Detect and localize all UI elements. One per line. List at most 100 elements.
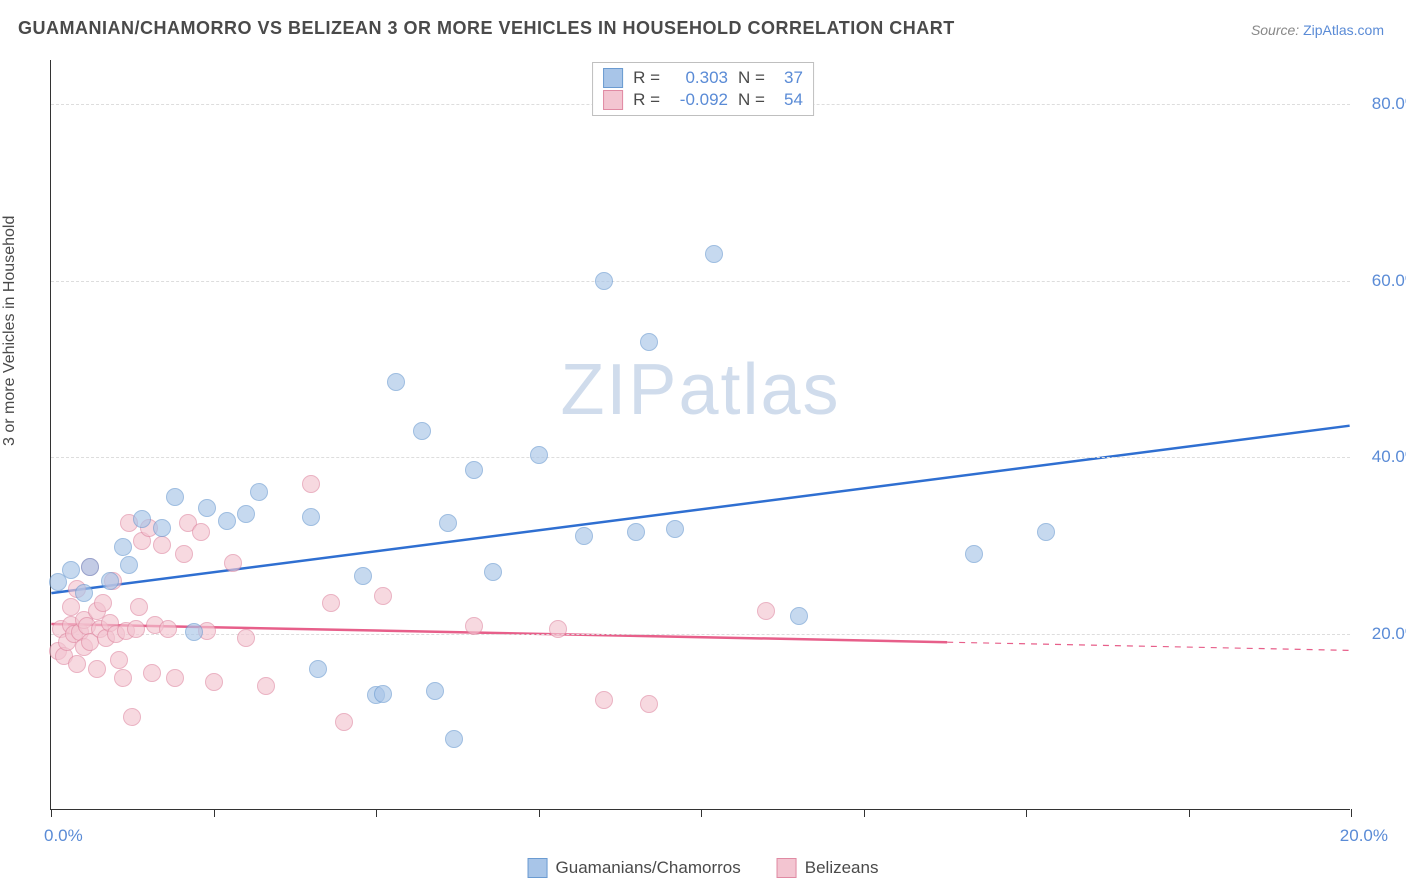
r-value-series-0: 0.303 bbox=[670, 68, 728, 88]
data-point bbox=[166, 669, 184, 687]
x-axis-max-label: 20.0% bbox=[1340, 826, 1388, 846]
data-point bbox=[1037, 523, 1055, 541]
trend-lines bbox=[51, 60, 1350, 809]
plot-area: ZIPatlas 20.0%40.0%60.0%80.0% bbox=[50, 60, 1350, 810]
r-label: R = bbox=[633, 68, 660, 88]
n-label: N = bbox=[738, 90, 765, 110]
data-point bbox=[374, 685, 392, 703]
data-point bbox=[62, 561, 80, 579]
x-tick bbox=[701, 809, 702, 817]
swatch-series-1 bbox=[603, 90, 623, 110]
y-tick-label: 60.0% bbox=[1372, 271, 1406, 291]
swatch-series-0 bbox=[603, 68, 623, 88]
data-point bbox=[110, 651, 128, 669]
n-label: N = bbox=[738, 68, 765, 88]
data-point bbox=[101, 572, 119, 590]
chart-title: GUAMANIAN/CHAMORRO VS BELIZEAN 3 OR MORE… bbox=[18, 18, 955, 39]
x-tick bbox=[214, 809, 215, 817]
legend-label-series-0: Guamanians/Chamorros bbox=[556, 858, 741, 878]
data-point bbox=[237, 629, 255, 647]
x-tick bbox=[864, 809, 865, 817]
y-tick-label: 80.0% bbox=[1372, 94, 1406, 114]
data-point bbox=[68, 655, 86, 673]
data-point bbox=[595, 272, 613, 290]
data-point bbox=[250, 483, 268, 501]
data-point bbox=[114, 669, 132, 687]
trend-line-extrapolated bbox=[947, 642, 1349, 650]
data-point bbox=[445, 730, 463, 748]
data-point bbox=[166, 488, 184, 506]
data-point bbox=[75, 584, 93, 602]
stats-row-series-0: R = 0.303 N = 37 bbox=[603, 67, 803, 89]
data-point bbox=[159, 620, 177, 638]
source-link[interactable]: ZipAtlas.com bbox=[1303, 22, 1384, 38]
correlation-chart: GUAMANIAN/CHAMORRO VS BELIZEAN 3 OR MORE… bbox=[0, 0, 1406, 892]
data-point bbox=[439, 514, 457, 532]
data-point bbox=[133, 510, 151, 528]
r-value-series-1: -0.092 bbox=[670, 90, 728, 110]
legend-label-series-1: Belizeans bbox=[805, 858, 879, 878]
data-point bbox=[120, 556, 138, 574]
data-point bbox=[123, 708, 141, 726]
data-point bbox=[965, 545, 983, 563]
swatch-series-0 bbox=[528, 858, 548, 878]
source-label: Source: bbox=[1251, 22, 1299, 38]
data-point bbox=[153, 519, 171, 537]
source-attribution: Source: ZipAtlas.com bbox=[1251, 22, 1384, 38]
gridline bbox=[51, 281, 1350, 282]
data-point bbox=[322, 594, 340, 612]
data-point bbox=[530, 446, 548, 464]
data-point bbox=[354, 567, 372, 585]
x-tick bbox=[1189, 809, 1190, 817]
data-point bbox=[627, 523, 645, 541]
data-point bbox=[549, 620, 567, 638]
data-point bbox=[666, 520, 684, 538]
series-legend: Guamanians/Chamorros Belizeans bbox=[528, 858, 879, 878]
data-point bbox=[114, 538, 132, 556]
y-tick-label: 20.0% bbox=[1372, 624, 1406, 644]
data-point bbox=[257, 677, 275, 695]
data-point bbox=[757, 602, 775, 620]
data-point bbox=[94, 594, 112, 612]
data-point bbox=[790, 607, 808, 625]
data-point bbox=[426, 682, 444, 700]
data-point bbox=[192, 523, 210, 541]
data-point bbox=[198, 499, 216, 517]
x-tick bbox=[51, 809, 52, 817]
data-point bbox=[218, 512, 236, 530]
data-point bbox=[465, 617, 483, 635]
stats-legend: R = 0.303 N = 37 R = -0.092 N = 54 bbox=[592, 62, 814, 116]
data-point bbox=[237, 505, 255, 523]
watermark: ZIPatlas bbox=[560, 349, 840, 431]
data-point bbox=[595, 691, 613, 709]
data-point bbox=[127, 620, 145, 638]
x-tick bbox=[1026, 809, 1027, 817]
x-tick bbox=[1351, 809, 1352, 817]
x-axis-min-label: 0.0% bbox=[44, 826, 83, 846]
data-point bbox=[185, 623, 203, 641]
gridline bbox=[51, 457, 1350, 458]
data-point bbox=[575, 527, 593, 545]
data-point bbox=[465, 461, 483, 479]
x-tick bbox=[376, 809, 377, 817]
x-tick bbox=[539, 809, 540, 817]
data-point bbox=[640, 333, 658, 351]
data-point bbox=[205, 673, 223, 691]
y-axis-label: 3 or more Vehicles in Household bbox=[1, 216, 19, 446]
data-point bbox=[309, 660, 327, 678]
y-tick-label: 40.0% bbox=[1372, 447, 1406, 467]
data-point bbox=[175, 545, 193, 563]
data-point bbox=[302, 508, 320, 526]
data-point bbox=[705, 245, 723, 263]
data-point bbox=[335, 713, 353, 731]
data-point bbox=[153, 536, 171, 554]
data-point bbox=[130, 598, 148, 616]
data-point bbox=[302, 475, 320, 493]
data-point bbox=[88, 660, 106, 678]
stats-row-series-1: R = -0.092 N = 54 bbox=[603, 89, 803, 111]
r-label: R = bbox=[633, 90, 660, 110]
data-point bbox=[387, 373, 405, 391]
data-point bbox=[484, 563, 502, 581]
data-point bbox=[224, 554, 242, 572]
n-value-series-1: 54 bbox=[775, 90, 803, 110]
